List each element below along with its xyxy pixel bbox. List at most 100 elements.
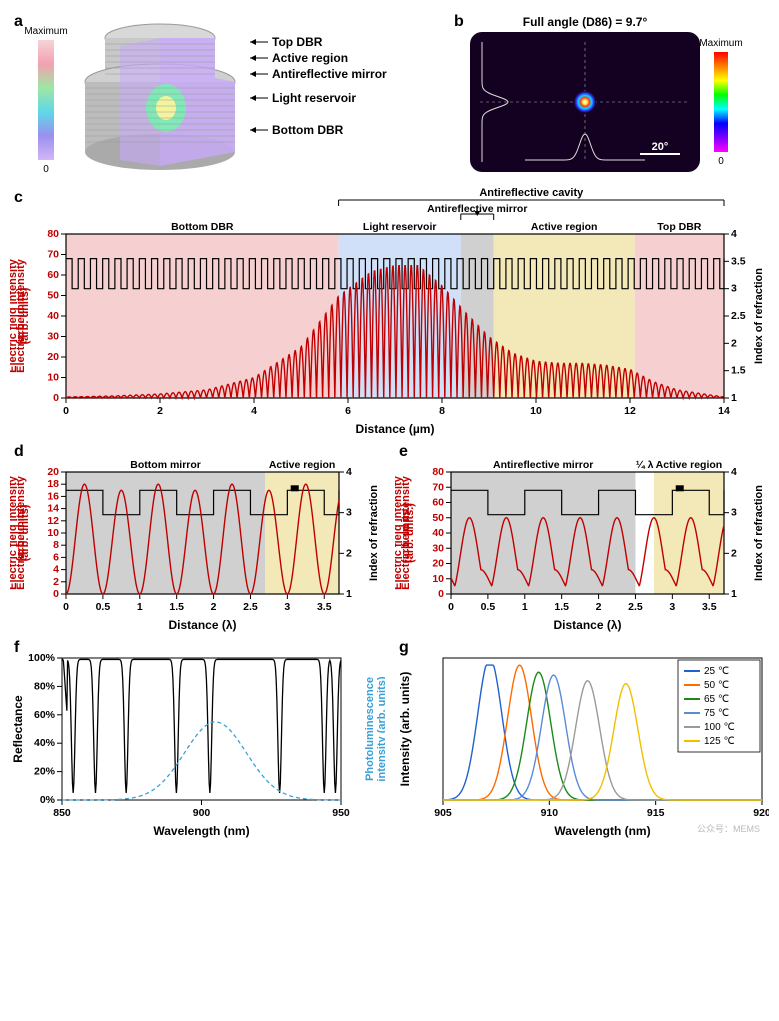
svg-text:16: 16: [47, 490, 59, 502]
svg-text:30: 30: [47, 331, 59, 343]
svg-text:Intensity (arb. units): Intensity (arb. units): [398, 672, 412, 787]
svg-text:20%: 20%: [34, 766, 56, 778]
svg-text:6: 6: [53, 551, 59, 563]
svg-text:1: 1: [731, 588, 737, 600]
svg-text:Distance (µm): Distance (µm): [356, 422, 435, 436]
svg-text:900: 900: [193, 807, 211, 819]
panel-e: eAntireflective mirror¼ λActive region00…: [395, 442, 770, 632]
svg-text:3: 3: [669, 601, 675, 613]
svg-text:Antireflective mirror: Antireflective mirror: [272, 67, 387, 81]
svg-text:1: 1: [731, 392, 737, 404]
svg-text:0.5: 0.5: [480, 601, 495, 613]
svg-text:Electric field intensity: Electric field intensity: [395, 475, 404, 590]
svg-text:Full angle (D86) = 9.7°: Full angle (D86) = 9.7°: [523, 15, 648, 29]
svg-text:Active region: Active region: [531, 221, 598, 233]
svg-text:10: 10: [432, 573, 444, 585]
svg-text:Light reservoir: Light reservoir: [272, 91, 356, 105]
svg-text:c: c: [14, 189, 23, 206]
svg-text:10: 10: [47, 372, 59, 384]
svg-text:14: 14: [47, 503, 59, 515]
svg-text:g: g: [399, 639, 409, 656]
svg-text:Antireflective mirror: Antireflective mirror: [493, 459, 593, 471]
svg-text:Active region: Active region: [655, 459, 722, 471]
svg-text:1.5: 1.5: [554, 601, 569, 613]
panel-f: f8509009500%20%40%60%80%100%Wavelength (…: [10, 638, 385, 838]
svg-text:2.5: 2.5: [731, 310, 746, 322]
svg-text:3: 3: [731, 507, 737, 519]
panel-c: cBottom DBRLight reservoirActive regionT…: [10, 186, 770, 436]
svg-text:905: 905: [434, 807, 452, 819]
svg-text:Index of refraction: Index of refraction: [753, 268, 765, 364]
svg-text:Index of refraction: Index of refraction: [753, 485, 765, 581]
svg-text:Antireflective cavity: Antireflective cavity: [479, 187, 584, 199]
svg-text:125 ℃: 125 ℃: [704, 736, 735, 747]
svg-text:2: 2: [53, 576, 59, 588]
svg-text:20: 20: [432, 558, 444, 570]
svg-text:8: 8: [53, 539, 59, 551]
svg-text:60: 60: [432, 497, 444, 509]
svg-text:Wavelength (nm): Wavelength (nm): [153, 824, 249, 838]
svg-text:公众号：MEMS: 公众号：MEMS: [696, 824, 759, 834]
svg-text:40: 40: [432, 527, 444, 539]
svg-text:3: 3: [346, 507, 352, 519]
svg-text:1.5: 1.5: [731, 365, 746, 377]
svg-text:f: f: [14, 639, 20, 656]
svg-text:Bottom mirror: Bottom mirror: [130, 459, 201, 471]
svg-text:80%: 80%: [34, 680, 56, 692]
panel-g: g905910915920Wavelength (nm)Intensity (a…: [395, 638, 770, 838]
svg-text:0: 0: [718, 156, 724, 167]
svg-text:4: 4: [731, 466, 737, 478]
svg-text:60%: 60%: [34, 709, 56, 721]
svg-text:Antireflective mirror: Antireflective mirror: [427, 203, 527, 215]
svg-text:(arb. units.): (arb. units.): [404, 503, 416, 563]
svg-text:1.5: 1.5: [169, 601, 184, 613]
svg-text:1: 1: [137, 601, 143, 613]
svg-text:6: 6: [345, 405, 351, 417]
svg-text:3.5: 3.5: [317, 601, 332, 613]
svg-text:4: 4: [251, 405, 257, 417]
svg-text:(arb. units): (arb. units): [19, 287, 31, 344]
svg-text:18: 18: [47, 478, 59, 490]
svg-text:2: 2: [731, 337, 737, 349]
svg-text:3: 3: [284, 601, 290, 613]
panel-a: aMaximum0Top DBRActive regionAntireflect…: [10, 10, 440, 180]
svg-text:0: 0: [63, 601, 69, 613]
svg-text:10: 10: [47, 527, 59, 539]
svg-text:0: 0: [63, 405, 69, 417]
svg-text:0: 0: [448, 601, 454, 613]
svg-text:0: 0: [438, 588, 444, 600]
svg-text:75 ℃: 75 ℃: [704, 708, 729, 719]
svg-text:70: 70: [47, 249, 59, 261]
svg-text:d: d: [14, 443, 24, 460]
svg-text:Reflectance: Reflectance: [11, 695, 25, 763]
svg-text:920: 920: [753, 807, 769, 819]
svg-text:Electric field intensity: Electric field intensity: [10, 475, 19, 590]
svg-text:2: 2: [346, 547, 352, 559]
svg-text:10: 10: [530, 405, 542, 417]
svg-text:70: 70: [432, 481, 444, 493]
svg-text:4: 4: [731, 228, 737, 240]
svg-text:Top DBR: Top DBR: [272, 35, 323, 49]
svg-text:¼ λ: ¼ λ: [635, 459, 653, 471]
svg-text:40%: 40%: [34, 737, 56, 749]
svg-text:0%: 0%: [40, 794, 56, 806]
svg-text:50: 50: [47, 290, 59, 302]
svg-text:Maximum: Maximum: [24, 26, 67, 37]
svg-text:2: 2: [211, 601, 217, 613]
svg-text:915: 915: [646, 807, 664, 819]
svg-text:910: 910: [540, 807, 558, 819]
svg-text:Active region: Active region: [272, 51, 348, 65]
svg-text:Photoluminescence: Photoluminescence: [364, 677, 376, 781]
svg-text:e: e: [399, 443, 408, 460]
svg-text:1: 1: [521, 601, 527, 613]
svg-text:3.5: 3.5: [701, 601, 716, 613]
svg-text:0: 0: [53, 392, 59, 404]
svg-text:Light reservoir: Light reservoir: [363, 221, 437, 233]
svg-text:3: 3: [731, 283, 737, 295]
svg-text:60: 60: [47, 269, 59, 281]
svg-text:Distance (λ): Distance (λ): [553, 618, 621, 632]
svg-text:80: 80: [47, 228, 59, 240]
svg-text:20°: 20°: [652, 141, 669, 153]
svg-text:20: 20: [47, 351, 59, 363]
svg-text:intensity (arb. units): intensity (arb. units): [376, 676, 385, 781]
